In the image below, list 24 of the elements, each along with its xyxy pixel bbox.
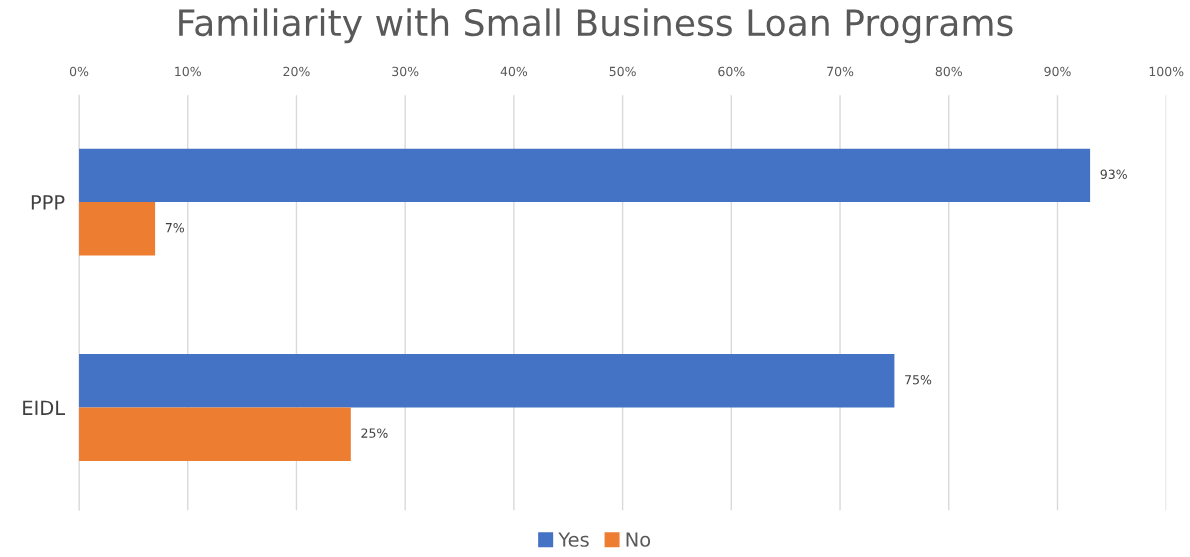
data-label: 75%: [905, 374, 932, 385]
bar: [79, 407, 351, 461]
data-label: 7%: [165, 222, 184, 233]
bar: [79, 354, 895, 408]
y-tick-label: EIDL: [23, 400, 66, 415]
x-tick-label: 70%: [827, 66, 854, 77]
data-label: 25%: [361, 428, 388, 438]
chart-title: Familiarity with Small Business Loan Programs: [179, 8, 1013, 44]
x-tick-label: 100%: [1149, 66, 1184, 77]
legend-label: No: [626, 532, 651, 547]
x-tick-label: 90%: [1044, 66, 1071, 77]
bar: [79, 202, 156, 256]
x-tick-label: 30%: [392, 66, 419, 77]
data-label: 93%: [1100, 169, 1127, 179]
x-tick-label: 60%: [718, 66, 745, 77]
x-tick-label: 0%: [69, 66, 89, 77]
x-tick-label: 40%: [500, 66, 528, 77]
x-tick-label: 10%: [175, 66, 201, 77]
x-tick-label: 80%: [935, 66, 962, 77]
bar: [79, 148, 1091, 203]
legend-label: Yes: [558, 532, 589, 547]
x-tick-label: 50%: [609, 66, 636, 77]
x-tick-label: 20%: [283, 66, 310, 77]
y-tick-label: PPP: [31, 195, 65, 210]
